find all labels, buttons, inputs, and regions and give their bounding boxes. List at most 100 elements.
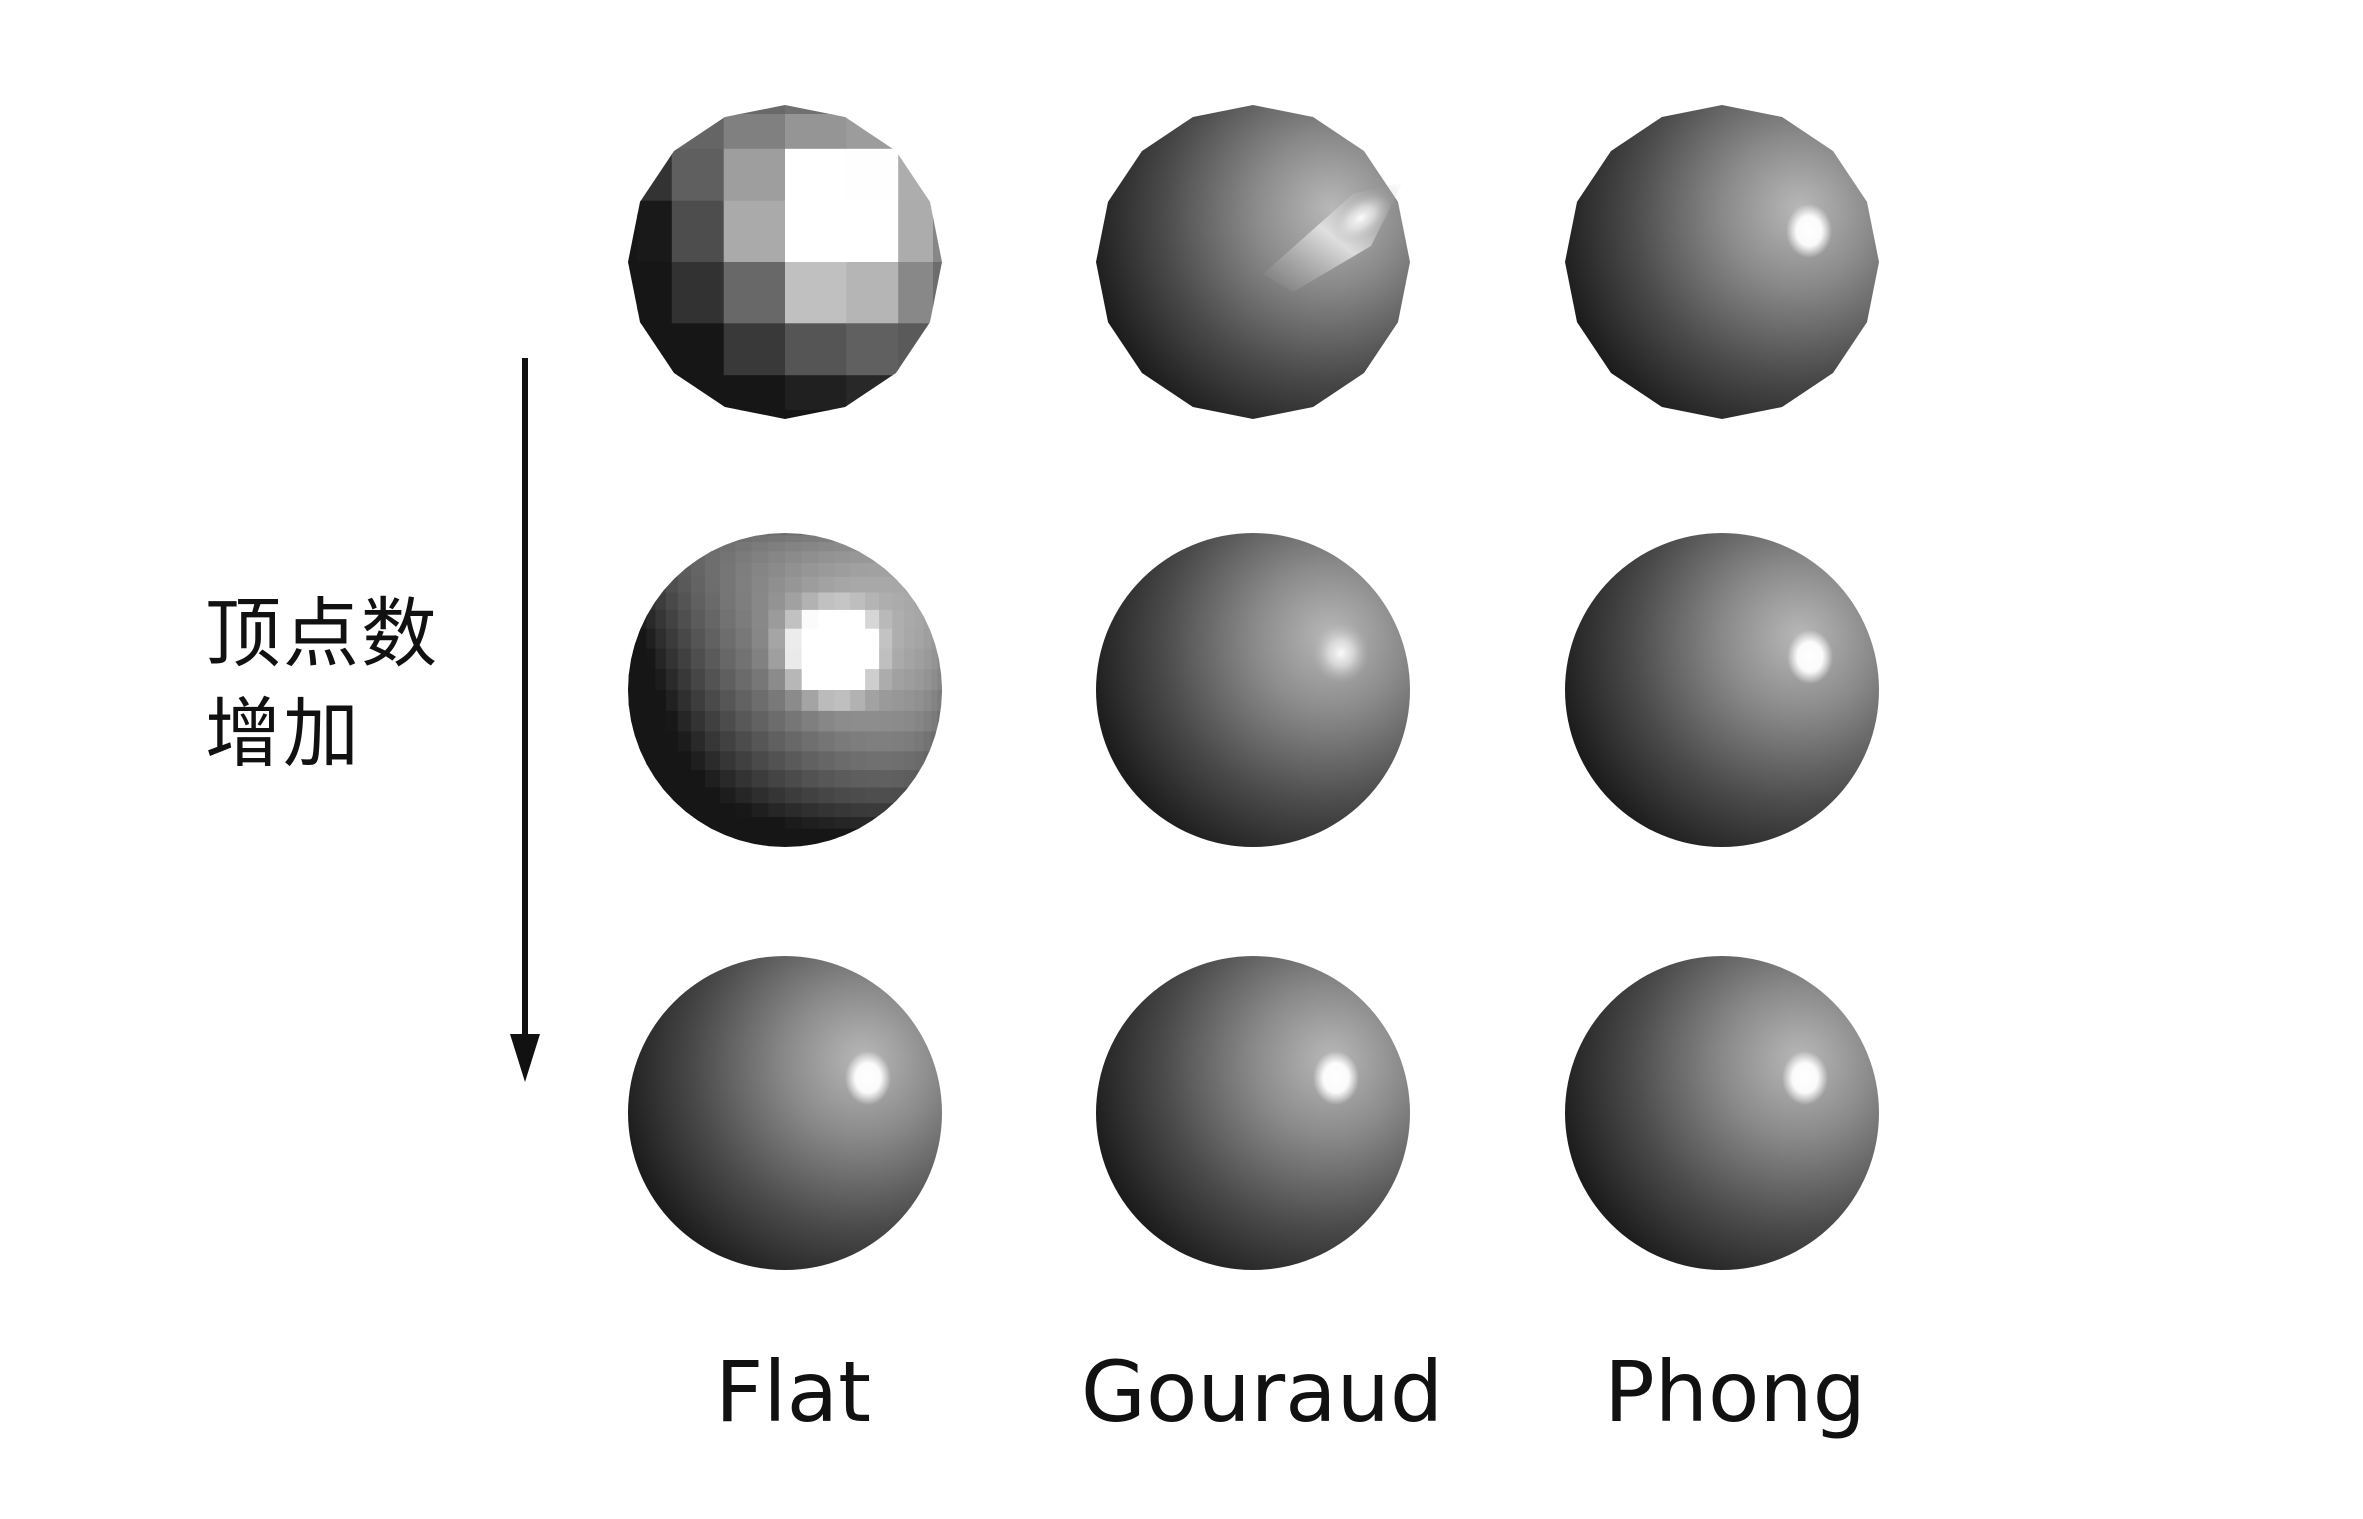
facet <box>666 710 679 733</box>
facet <box>879 770 893 789</box>
facet <box>625 770 627 788</box>
facet <box>801 817 820 830</box>
facet <box>944 577 946 594</box>
facet <box>785 530 803 532</box>
sphere-body <box>1096 533 1410 847</box>
facet <box>751 770 770 789</box>
facet <box>850 731 866 752</box>
specular-highlight <box>845 1051 891 1105</box>
facet <box>628 375 638 411</box>
facet <box>931 787 939 804</box>
facet <box>865 535 880 543</box>
facet <box>719 533 737 537</box>
facet <box>768 533 786 537</box>
facet <box>937 609 942 630</box>
facet <box>914 609 925 630</box>
facet <box>704 838 721 846</box>
facet <box>923 648 933 670</box>
facet <box>931 844 939 847</box>
facet <box>785 576 803 594</box>
facet <box>655 710 667 733</box>
facet <box>937 787 942 804</box>
facet <box>818 844 836 847</box>
facet <box>892 609 905 630</box>
sphere-body <box>1096 105 1410 419</box>
facet <box>904 710 916 733</box>
facet <box>937 690 942 712</box>
facet <box>705 530 721 532</box>
facet <box>865 551 880 564</box>
facet <box>818 731 836 752</box>
facet <box>628 609 630 630</box>
facet <box>628 542 630 553</box>
facet <box>625 542 627 552</box>
facet <box>633 530 640 532</box>
facet <box>751 838 770 846</box>
facet <box>768 690 786 712</box>
facet <box>801 551 820 564</box>
facet <box>904 533 916 537</box>
facet <box>655 751 667 771</box>
facet <box>941 669 942 691</box>
facet <box>637 323 673 377</box>
facet <box>944 849 946 851</box>
facet <box>690 563 706 578</box>
facet <box>638 648 648 670</box>
facet <box>735 628 753 650</box>
facet <box>638 751 648 771</box>
facet <box>655 563 667 578</box>
facet <box>818 648 836 670</box>
facet <box>625 535 627 543</box>
facet <box>944 535 946 543</box>
facet <box>637 410 673 419</box>
facet <box>666 535 679 543</box>
facet <box>704 690 721 712</box>
facet <box>923 576 933 594</box>
facet <box>704 844 721 847</box>
facet <box>628 751 634 771</box>
facet <box>677 609 692 630</box>
facet <box>677 648 692 670</box>
facet <box>865 628 880 650</box>
facet <box>690 710 706 733</box>
facet <box>677 592 692 611</box>
facet <box>892 710 905 733</box>
facet <box>801 690 820 712</box>
facet <box>735 648 753 670</box>
sphere-body <box>1565 105 1879 419</box>
facet <box>632 817 640 830</box>
facet <box>690 535 706 543</box>
facet <box>879 669 893 691</box>
facet <box>931 731 939 752</box>
facet <box>941 803 942 818</box>
facet <box>923 770 933 789</box>
facet <box>904 817 916 830</box>
facet <box>898 200 934 263</box>
facet <box>666 669 679 691</box>
facet <box>941 731 942 752</box>
facet <box>628 563 630 578</box>
facet <box>892 787 905 804</box>
facet <box>628 628 630 650</box>
facet <box>646 803 657 818</box>
facet <box>628 563 634 578</box>
facet <box>865 530 880 532</box>
facet <box>768 609 786 630</box>
facet <box>785 563 803 578</box>
facet <box>801 770 820 789</box>
facet <box>628 669 634 691</box>
facet <box>690 828 706 839</box>
facet <box>671 262 725 325</box>
facet <box>632 731 640 752</box>
facet <box>850 787 866 804</box>
facet <box>719 803 737 818</box>
facet <box>865 731 880 752</box>
facet <box>705 849 721 851</box>
facet <box>937 542 942 553</box>
facet <box>704 669 721 691</box>
facet <box>678 530 692 532</box>
facet <box>677 628 692 650</box>
facet <box>646 563 657 578</box>
facet <box>677 563 692 578</box>
facet <box>628 592 634 611</box>
